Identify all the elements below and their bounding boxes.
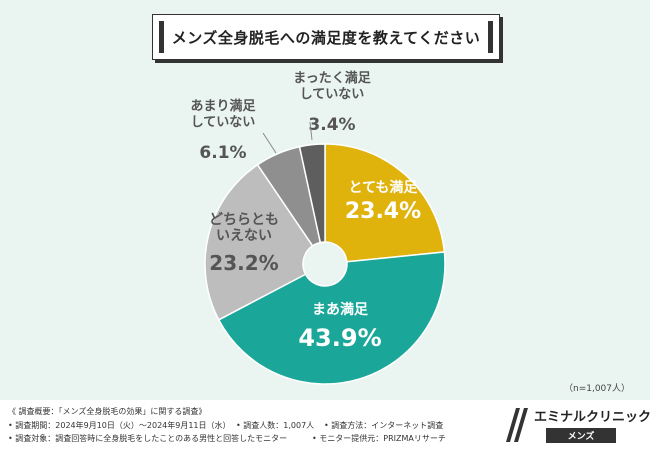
slice-label-satisfied-line-0: まあ満足 <box>312 301 369 318</box>
slice-label-satisfied-value: 43.9% <box>298 324 381 352</box>
title-bar-right <box>488 21 493 53</box>
slice-label-neutral-line-0: どちらとも <box>209 212 279 228</box>
slice-label-dissatisfied-leader <box>262 132 277 154</box>
slice-label-dissatisfied-line-0: あまり満足 <box>190 98 256 114</box>
slice-label-very-dissatisfied-line-1: していない <box>300 87 365 102</box>
logo-name: エミナルクリニック <box>534 410 650 425</box>
slice-label-dissatisfied-value: 6.1% <box>199 143 246 163</box>
clinic-logo: エミナルクリニック メンズ <box>502 404 650 448</box>
slice-label-very-dissatisfied-line-0: まったく満足 <box>293 70 371 86</box>
slice-1 <box>217 251 446 385</box>
survey-overview-heading: 《 調査概要：「メンズ全身脱毛の効果」に関する調査》 <box>8 407 207 416</box>
slice-label-very-satisfied-line-0: とても満足 <box>349 179 419 196</box>
chart-title: メンズ全身脱毛への満足度を教えてください <box>171 28 481 47</box>
slice-label-very-dissatisfied-value: 3.4% <box>308 115 355 135</box>
slice-label-neutral-line-1: いえない <box>216 228 272 244</box>
survey-target: • 調査対象：調査回答時に全身脱毛をしたことのある男性と回答したモニター <box>8 434 288 443</box>
logo-sub-badge: メンズ <box>546 428 616 443</box>
slice-0 <box>324 143 446 263</box>
survey-method: • 調査方法：インターネット調査 <box>324 421 444 430</box>
logo-mark-icon <box>506 408 528 442</box>
title-bar-left <box>159 21 164 53</box>
survey-period: • 調査期間：2024年9月10日（火）～2024年9月11日（水） <box>8 421 231 430</box>
donut-chart: とても満足23.4%まあ満足43.9%どちらともいえない23.2%あまり満足して… <box>190 70 446 385</box>
slice-label-dissatisfied-line-1: していない <box>191 115 256 130</box>
survey-provider: • モニター提供元：PRIZMAリサーチ <box>312 434 446 443</box>
footer <box>0 400 650 450</box>
title-box: メンズ全身脱毛への満足度を教えてください <box>152 14 500 60</box>
slice-label-very-satisfied-value: 23.4% <box>345 199 421 224</box>
sample-size-note: （n=1,007人） <box>563 384 630 394</box>
slice-2 <box>204 163 314 321</box>
slice-label-very-dissatisfied-leader <box>309 121 313 141</box>
slice-4 <box>298 143 326 244</box>
slice-label-neutral-value: 23.2% <box>209 251 278 275</box>
survey-count: • 調査人数：1,007人 <box>236 421 315 430</box>
